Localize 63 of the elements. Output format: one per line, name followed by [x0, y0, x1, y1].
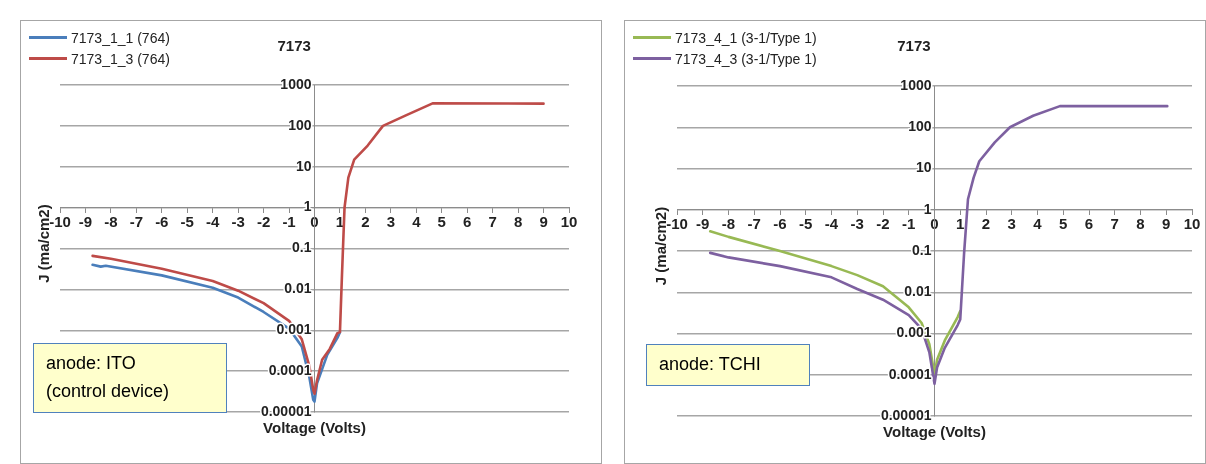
x-tick-label: -3	[850, 214, 864, 232]
y-tick-label: 10	[295, 157, 312, 174]
y-tick-label: 100	[288, 116, 312, 133]
note-box: anode: TCHI	[646, 344, 810, 386]
y-tick-label: 0.00001	[880, 406, 932, 423]
x-tick-label: 3	[386, 212, 396, 230]
x-tick-label: 6	[1084, 214, 1094, 232]
y-tick-label: 1	[923, 200, 932, 217]
y-tick-label: 0.01	[284, 280, 312, 297]
x-tick-label: 2	[361, 212, 370, 230]
legend-label: 7173_1_3 (764)	[71, 50, 170, 67]
x-tick-label: 5	[1059, 214, 1068, 232]
x-tick-label: 3	[1007, 214, 1016, 232]
y-tick-label: 0.00001	[260, 402, 312, 419]
legend-label: 7173_1_1 (764)	[71, 29, 170, 46]
x-tick-label: 1	[956, 214, 965, 232]
x-tick-label: 7	[488, 212, 497, 230]
x-tick-label: -2	[256, 212, 271, 230]
x-tick-label: -5	[180, 212, 194, 230]
y-tick-label: 1000	[280, 75, 312, 92]
y-tick-label: 1	[303, 198, 312, 215]
legend-label: 7173_4_1 (3-1/Type 1)	[675, 29, 817, 46]
x-tick-label: -4	[206, 212, 221, 230]
note-box: anode: ITO (control device)	[33, 343, 227, 413]
y-tick-label: 0.01	[904, 283, 932, 300]
x-tick-label: -3	[231, 212, 245, 230]
x-axis-title: Voltage (Volts)	[883, 423, 986, 441]
x-tick-label: 8	[1136, 214, 1145, 232]
x-tick-label: 7	[1110, 214, 1119, 232]
x-tick-label: 1	[335, 212, 345, 230]
y-tick-label: 10	[915, 159, 932, 176]
x-tick-label: -4	[824, 214, 839, 232]
x-tick-label: -6	[773, 214, 787, 232]
y-tick-label: 0.1	[292, 239, 312, 256]
x-tick-label: 6	[463, 212, 472, 230]
x-tick-label: -5	[799, 214, 813, 232]
x-tick-label: 9	[1162, 214, 1171, 232]
x-tick-label: -2	[876, 214, 890, 232]
x-tick-label: -7	[747, 214, 761, 232]
chart-title: 7173	[277, 37, 311, 55]
x-tick-label: -8	[104, 212, 118, 230]
x-tick-label: -1	[902, 214, 916, 232]
y-tick-label: 100	[908, 118, 932, 135]
x-axis-title: Voltage (Volts)	[263, 419, 366, 437]
x-tick-label: -1	[282, 212, 296, 230]
x-tick-label: 2	[981, 214, 991, 232]
x-tick-label: -7	[129, 212, 144, 230]
legend-label: 7173_4_3 (3-1/Type 1)	[675, 50, 817, 67]
y-tick-label: 1000	[900, 76, 932, 93]
x-tick-label: 5	[437, 212, 446, 230]
x-tick-label: 10	[560, 212, 578, 230]
x-tick-label: -9	[696, 214, 710, 232]
x-tick-label: 9	[539, 212, 548, 230]
chart-title: 7173	[897, 37, 931, 55]
x-tick-label: -6	[155, 212, 169, 230]
x-tick-label: -8	[721, 214, 736, 232]
x-tick-label: 4	[1033, 214, 1043, 232]
x-tick-label: -9	[78, 212, 93, 230]
x-tick-label: 10	[1183, 214, 1201, 232]
y-tick-label: 0.0001	[888, 365, 932, 382]
y-tick-label: 0.1	[912, 241, 932, 258]
x-tick-label: 8	[513, 212, 523, 230]
x-tick-label: 4	[412, 212, 422, 230]
